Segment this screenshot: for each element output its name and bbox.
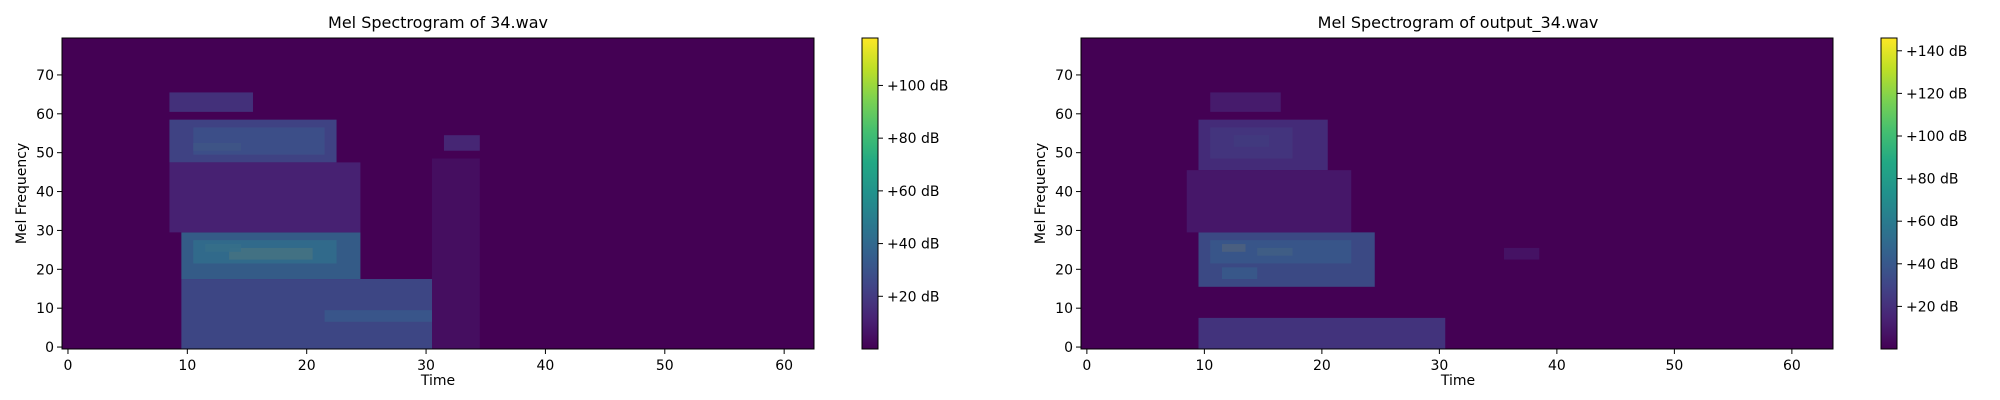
heatmap-cell (169, 162, 361, 233)
colorbar-tick-label: +100 dB (1906, 129, 1967, 145)
panel-2-plot-frame (1080, 37, 1834, 350)
x-tick-label: 50 (656, 358, 674, 374)
heatmap-cell (169, 92, 253, 112)
panel-2-heatmap (1080, 37, 1834, 350)
heatmap-cell (443, 135, 480, 151)
colorbar-tick-label: +120 dB (1906, 86, 1967, 102)
panel-2: Mel Spectrogram of output_34.wav 0 10 20 30… (1033, 13, 1967, 389)
panel-1-y-axis-label: Mel Frequency (14, 143, 30, 244)
colorbar-tick-label: +60 dB (887, 184, 940, 200)
heatmap-cell (1198, 119, 1328, 171)
panel-1-heatmap (61, 37, 815, 350)
panel-1: Mel Spectrogram of 34.wav 0 10 20 30 40 50 60 … (14, 13, 948, 389)
y-tick-label: 60 (36, 107, 54, 123)
x-tick-label: 50 (1665, 358, 1683, 374)
x-tick-label: 30 (1430, 358, 1448, 374)
y-tick-label: 10 (1055, 301, 1073, 317)
y-tick-label: 50 (1055, 146, 1073, 162)
x-tick-label: 20 (1313, 358, 1331, 374)
x-tick-label: 60 (1783, 358, 1801, 374)
panel-2-x-axis-label: Time (1440, 373, 1475, 389)
colorbar-tick-label: +100 dB (887, 78, 948, 94)
y-tick-label: 10 (36, 301, 54, 317)
x-tick-label: 30 (417, 358, 435, 374)
y-tick-label: 50 (36, 146, 54, 162)
y-tick-label: 0 (1064, 340, 1073, 356)
colorbar-tick-label: +20 dB (887, 289, 940, 305)
panel-2-colorbar-gradient (1881, 38, 1897, 349)
panel-2-y-axis-label: Mel Frequency (1033, 143, 1049, 244)
heatmap-cell (181, 232, 361, 280)
panel-1-colorbar-ticks: +20 dB +40 dB +60 dB +80 dB +100 dB (878, 78, 948, 305)
heatmap-cell (432, 158, 480, 349)
x-tick-label: 20 (298, 358, 316, 374)
heatmap-cell (1198, 232, 1375, 287)
y-tick-label: 30 (36, 223, 54, 239)
y-tick-label: 40 (36, 185, 54, 201)
panel-2-title: Mel Spectrogram of output_34.wav (1318, 13, 1599, 33)
panel-1-colorbar-frame (861, 37, 879, 350)
panel-2-x-ticks: 0 10 20 30 40 50 60 (1082, 349, 1801, 374)
heatmap-cell (1504, 247, 1540, 260)
y-tick-label: 60 (1055, 107, 1073, 123)
panel-2-heatmap-cells (1186, 92, 1540, 349)
panel-1-heatmap-cells (169, 92, 480, 349)
panel-1-x-axis-label: Time (420, 373, 455, 389)
x-tick-label: 0 (1082, 358, 1091, 374)
colorbar-tick-label: +60 dB (1906, 214, 1959, 230)
x-tick-label: 10 (178, 358, 196, 374)
panel-1-title: Mel Spectrogram of 34.wav (328, 13, 548, 32)
heatmap-cell (1210, 92, 1281, 112)
panel-2-y-ticks: 0 10 20 30 40 50 60 70 (1055, 68, 1081, 356)
panel-2-colorbar: +20 dB +40 dB +60 dB +80 dB +100 dB +120 dB +1… (1880, 37, 1967, 350)
heatmap-cell (169, 119, 337, 163)
y-tick-label: 70 (1055, 68, 1073, 84)
x-tick-label: 10 (1195, 358, 1213, 374)
y-tick-label: 20 (1055, 262, 1073, 278)
y-tick-label: 20 (36, 262, 54, 278)
y-tick-label: 30 (1055, 223, 1073, 239)
panel-2-colorbar-frame (1880, 37, 1898, 350)
colorbar-tick-label: +80 dB (887, 131, 940, 147)
panel-1-x-ticks: 0 10 20 30 40 50 60 (64, 349, 793, 374)
x-tick-label: 60 (775, 358, 793, 374)
y-tick-label: 70 (36, 68, 54, 84)
y-tick-label: 0 (45, 340, 54, 356)
colorbar-tick-label: +80 dB (1906, 172, 1959, 188)
panel-1-plot-frame (61, 37, 815, 350)
heatmap-cell (324, 310, 433, 322)
heatmap-cell (1198, 317, 1446, 349)
x-tick-label: 40 (1548, 358, 1566, 374)
heatmap-cell (1186, 170, 1352, 233)
panel-1-colorbar-gradient (862, 38, 878, 349)
colorbar-tick-label: +20 dB (1906, 299, 1959, 315)
x-tick-label: 0 (64, 358, 73, 374)
colorbar-tick-label: +140 dB (1906, 44, 1967, 60)
colorbar-tick-label: +40 dB (887, 237, 940, 253)
panel-2-colorbar-ticks: +20 dB +40 dB +60 dB +80 dB +100 dB +120 dB +1… (1897, 44, 1967, 315)
y-tick-label: 40 (1055, 185, 1073, 201)
colorbar-tick-label: +40 dB (1906, 257, 1959, 273)
panel-1-colorbar: +20 dB +40 dB +60 dB +80 dB +100 dB (861, 37, 948, 350)
panel-1-y-ticks: 0 10 20 30 40 50 60 70 (36, 68, 62, 356)
x-tick-label: 40 (537, 358, 555, 374)
